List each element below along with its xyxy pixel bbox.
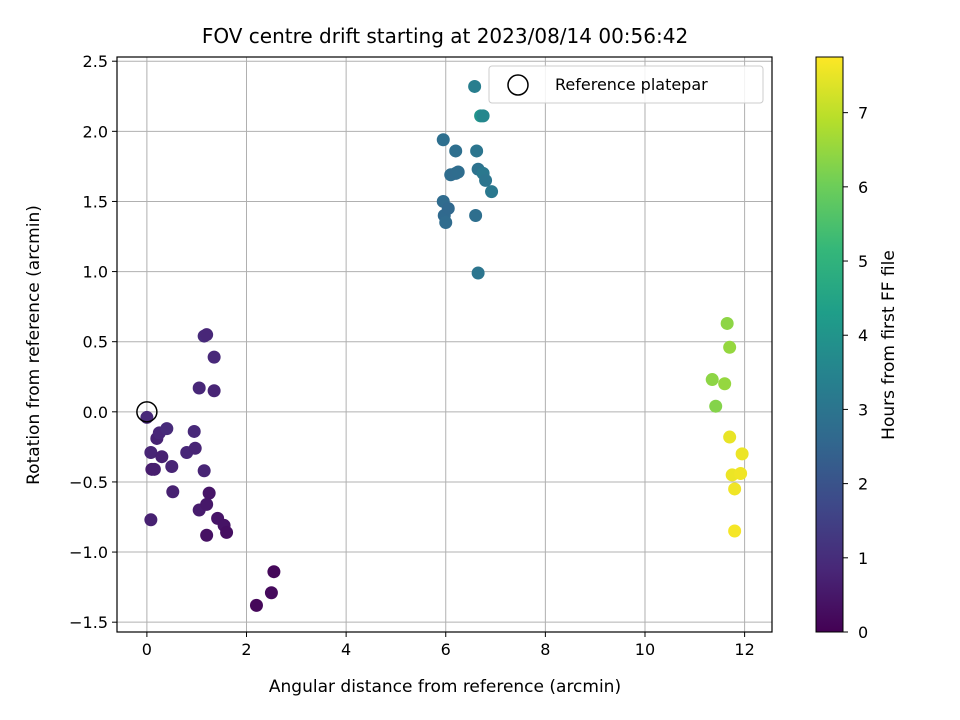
data-point bbox=[166, 485, 180, 499]
data-point bbox=[723, 430, 737, 444]
data-point bbox=[728, 524, 742, 538]
data-point bbox=[436, 133, 450, 147]
y-tick-label: 1.0 bbox=[83, 263, 108, 282]
y-tick-label: 2.5 bbox=[83, 52, 108, 71]
colorbar-tick-label: 5 bbox=[858, 252, 868, 271]
y-axis-ticks: −1.5 −1.0 −0.5 0.0 0.5 1.0 1.5 2.0 2.5 bbox=[69, 52, 117, 632]
y-tick-label: −0.5 bbox=[69, 473, 108, 492]
data-point bbox=[144, 445, 158, 459]
data-point bbox=[202, 486, 216, 500]
y-tick-label: 1.5 bbox=[83, 192, 108, 211]
colorbar bbox=[815, 56, 844, 633]
x-tick-label: 12 bbox=[734, 640, 754, 659]
data-point bbox=[200, 328, 214, 342]
x-axis-ticks: 0 2 4 6 8 10 12 bbox=[142, 632, 755, 659]
colorbar-tick-label: 4 bbox=[858, 326, 868, 345]
data-point bbox=[471, 266, 485, 280]
data-point bbox=[479, 173, 493, 187]
colorbar-ticks: 0 1 2 3 4 5 6 7 bbox=[843, 104, 868, 642]
colorbar-tick-label: 6 bbox=[858, 178, 868, 197]
data-point bbox=[441, 201, 455, 215]
x-axis-label: Angular distance from reference (arcmin) bbox=[269, 677, 621, 697]
colorbar-tick-label: 3 bbox=[858, 400, 868, 419]
legend: Reference platepar bbox=[488, 65, 764, 104]
x-tick-label: 8 bbox=[540, 640, 550, 659]
data-point bbox=[264, 586, 278, 600]
legend-marker bbox=[507, 74, 529, 96]
data-point bbox=[468, 79, 482, 93]
chart-title: FOV centre drift starting at 2023/08/14 … bbox=[202, 24, 688, 48]
data-point bbox=[735, 447, 749, 461]
data-point bbox=[165, 460, 179, 474]
y-tick-label: 0.0 bbox=[83, 403, 108, 422]
x-tick-label: 4 bbox=[341, 640, 351, 659]
x-tick-label: 2 bbox=[241, 640, 251, 659]
data-point bbox=[144, 513, 158, 527]
x-tick-label: 0 bbox=[142, 640, 152, 659]
data-point bbox=[147, 462, 161, 476]
data-point bbox=[720, 316, 734, 330]
data-point bbox=[470, 144, 484, 158]
data-point bbox=[160, 422, 174, 436]
y-tick-label: 0.5 bbox=[83, 333, 108, 352]
data-point bbox=[439, 215, 453, 229]
data-point bbox=[718, 377, 732, 391]
data-point bbox=[200, 528, 214, 542]
data-point bbox=[709, 399, 723, 413]
colorbar-tick-label: 2 bbox=[858, 475, 868, 494]
x-tick-label: 6 bbox=[441, 640, 451, 659]
y-tick-label: −1.0 bbox=[69, 543, 108, 562]
data-point bbox=[200, 497, 214, 511]
legend-label: Reference platepar bbox=[555, 75, 708, 94]
data-point bbox=[192, 381, 206, 395]
data-point bbox=[451, 165, 465, 179]
colorbar-tick-label: 0 bbox=[858, 623, 868, 642]
data-point bbox=[476, 109, 490, 123]
data-point bbox=[485, 185, 499, 199]
plot-frame bbox=[116, 56, 773, 633]
data-point bbox=[449, 144, 463, 158]
data-point bbox=[469, 208, 483, 222]
data-point bbox=[728, 482, 742, 496]
data-point bbox=[188, 441, 202, 455]
y-tick-label: −1.5 bbox=[69, 613, 108, 632]
reference-point-marker bbox=[136, 401, 158, 423]
data-point bbox=[705, 373, 719, 387]
data-point bbox=[723, 340, 737, 354]
data-point bbox=[267, 565, 281, 579]
data-point bbox=[187, 424, 201, 438]
data-point bbox=[734, 467, 748, 481]
y-axis-label: Rotation from reference (arcmin) bbox=[24, 205, 44, 485]
data-point bbox=[207, 384, 221, 398]
data-point bbox=[207, 350, 221, 364]
y-tick-label: 2.0 bbox=[83, 122, 108, 141]
data-point bbox=[220, 525, 234, 539]
colorbar-tick-label: 7 bbox=[858, 104, 868, 123]
colorbar-label: Hours from first FF file bbox=[879, 250, 899, 440]
legend-box bbox=[488, 65, 764, 104]
x-tick-label: 10 bbox=[635, 640, 655, 659]
data-point bbox=[249, 598, 263, 612]
colorbar-tick-label: 1 bbox=[858, 549, 868, 568]
data-points bbox=[140, 79, 749, 612]
data-point bbox=[155, 450, 169, 464]
data-point bbox=[197, 464, 211, 478]
